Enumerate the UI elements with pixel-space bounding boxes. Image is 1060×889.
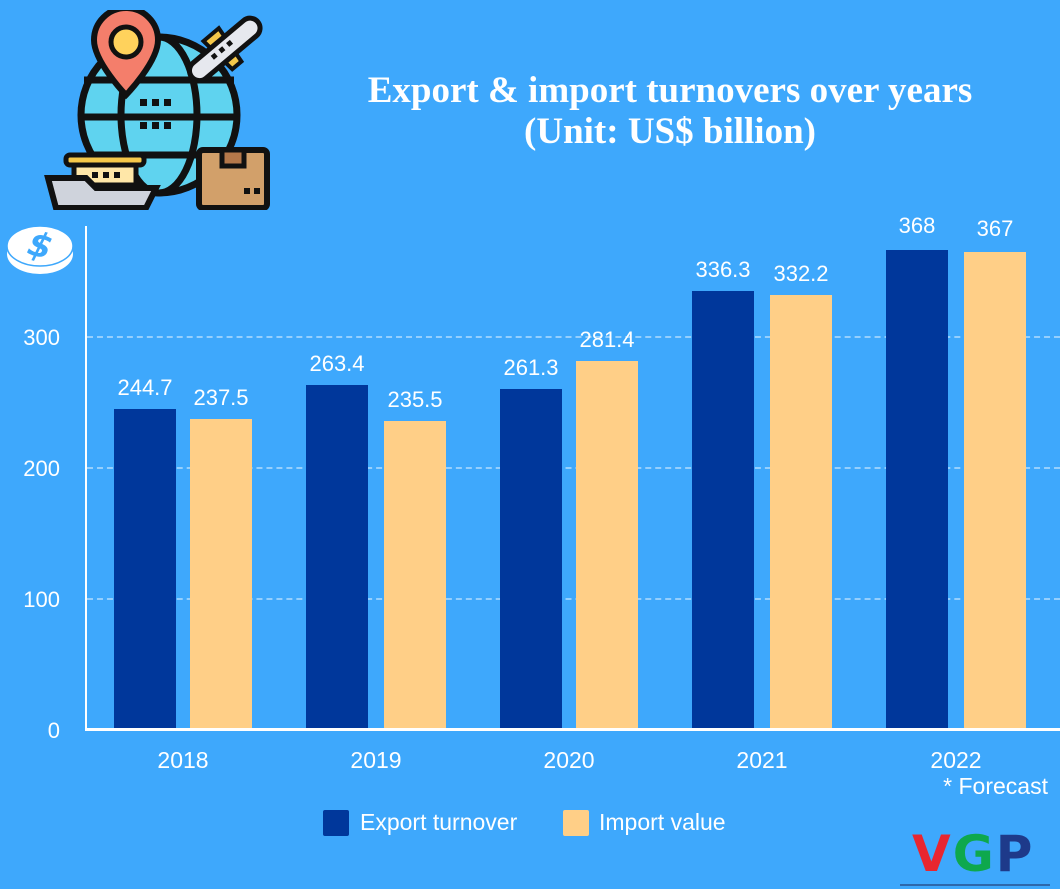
bar-export-2020 — [500, 389, 562, 729]
bar-import-2018 — [190, 419, 252, 729]
bar-import-2022 — [964, 252, 1026, 729]
vgp-logo-v: V — [912, 825, 953, 883]
y-tick-label: 100 — [23, 587, 60, 612]
value-label: 336.3 — [695, 257, 751, 282]
vgp-tagline-divider — [900, 884, 1050, 886]
y-tick-label: 300 — [23, 325, 60, 350]
legend-import-swatch — [563, 810, 589, 836]
gridline-300 — [87, 336, 1060, 338]
value-label: 235.5 — [387, 387, 443, 412]
x-tick-label: 2018 — [157, 747, 209, 773]
value-label: 263.4 — [309, 351, 365, 376]
vgp-logo: VGP — [912, 826, 1034, 882]
x-tick-label: 2019 — [350, 747, 402, 773]
x-axis-line — [85, 728, 1060, 731]
x-tick-label: 2020 — [543, 747, 595, 773]
dollar-coin-icon: $ — [4, 222, 76, 278]
y-axis-line — [85, 226, 87, 730]
globe-logistics-icon — [44, 5, 274, 211]
value-label: 261.3 — [503, 355, 559, 380]
legend-export-swatch — [323, 810, 349, 836]
bar-export-2018 — [114, 409, 176, 729]
bar-export-2021 — [692, 291, 754, 729]
x-tick-label: 2021 — [736, 747, 788, 773]
gridline-200 — [87, 467, 1060, 469]
vgp-logo-g: G — [952, 825, 996, 883]
bar-export-2022 — [886, 250, 948, 729]
value-label: 244.7 — [117, 375, 173, 400]
bar-export-2019 — [306, 385, 368, 729]
value-label: 332.2 — [773, 261, 829, 286]
y-tick-label: 200 — [23, 456, 60, 481]
bar-import-2021 — [770, 295, 832, 729]
chart-title-line1: Export & import turnovers over years — [367, 70, 973, 111]
value-label: 367 — [976, 216, 1014, 241]
value-label: 281.4 — [579, 327, 635, 352]
bar-import-2019 — [384, 421, 446, 729]
value-label: 237.5 — [193, 385, 249, 410]
chart-title: Export & import turnovers over years (Un… — [290, 70, 1050, 152]
gridline-100 — [87, 598, 1060, 600]
chart-title-line2: (Unit: US$ billion) — [524, 111, 816, 152]
legend-import-label: Import value — [599, 809, 726, 835]
forecast-footnote: * Forecast — [943, 773, 1048, 799]
y-tick-label: 0 — [47, 718, 60, 743]
x-tick-label: 2022 — [930, 747, 982, 773]
legend-export-label: Export turnover — [360, 809, 518, 835]
value-label: 368 — [898, 213, 936, 238]
vgp-logo-p: P — [995, 825, 1035, 883]
bar-import-2020 — [576, 361, 638, 729]
